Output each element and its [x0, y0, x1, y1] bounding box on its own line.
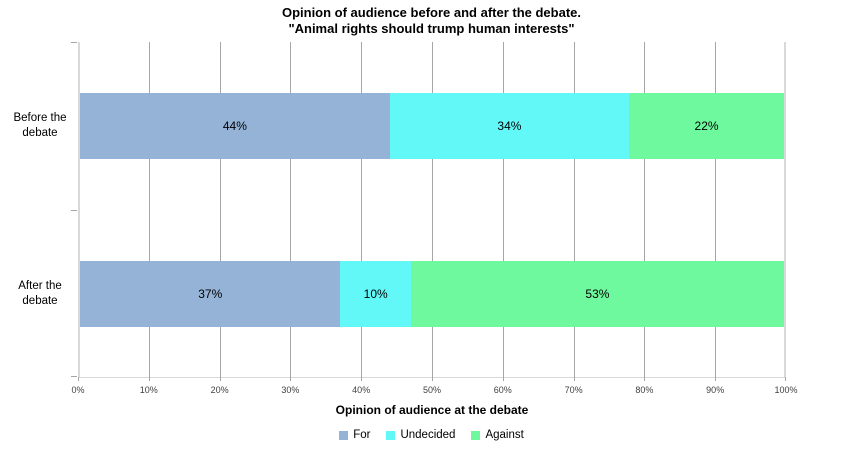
x-axis-tick-label: 70%	[564, 385, 583, 395]
legend-swatch-icon	[339, 430, 349, 440]
bar-value-label: 10%	[363, 287, 388, 301]
legend-swatch-icon	[386, 430, 396, 440]
x-axis-tick-label: 40%	[352, 385, 371, 395]
x-axis-tick-mark	[502, 377, 504, 381]
category-label: Before the debate	[13, 112, 67, 139]
legend-item-undecided: Undecided	[386, 429, 455, 441]
x-axis-tick-label: 90%	[706, 385, 725, 395]
gridline	[715, 42, 717, 377]
x-axis-tick-mark	[432, 377, 433, 381]
bar-segment-for: 44%	[80, 93, 390, 159]
bar-row: 37% 10% 53%	[80, 261, 784, 327]
gridline	[573, 42, 575, 377]
bar-value-label: 53%	[585, 287, 610, 301]
bar-value-label: 37%	[198, 287, 223, 301]
bar-row: 44% 34% 22%	[80, 93, 784, 159]
x-axis-tick-label: 100%	[774, 385, 798, 395]
chart-title-line-2: "Animal rights should trump human intere…	[288, 21, 575, 36]
x-axis-tick-label: 10%	[139, 385, 158, 395]
x-axis-tick-label: 60%	[493, 385, 512, 395]
x-axis-tick-label: 50%	[422, 385, 442, 395]
chart-title-line-1: Opinion of audience before and after the…	[281, 5, 582, 20]
legend-swatch-icon	[471, 430, 481, 440]
y-axis-tick-mark	[71, 376, 77, 377]
gridline	[148, 42, 150, 377]
x-axis-title: Opinion of audience at the debate	[335, 403, 529, 417]
gridline	[432, 42, 433, 377]
bar-value-label: 44%	[222, 119, 247, 133]
x-axis-tick-mark	[715, 377, 717, 381]
legend-item-against: Against	[471, 429, 524, 441]
x-axis-tick-mark	[148, 377, 150, 381]
x-axis-tick-mark	[219, 377, 221, 381]
x-axis-tick-mark	[644, 377, 646, 381]
bar-segment-against: 53%	[410, 261, 784, 327]
x-axis-tick-label: 20%	[210, 385, 229, 395]
bar-value-label: 34%	[497, 119, 522, 133]
legend: For Undecided Against	[0, 429, 863, 441]
category-label: After the debate	[18, 280, 62, 307]
gridline	[361, 42, 363, 377]
gridline	[502, 42, 504, 377]
plot-area: 44% 34% 22% 37% 10% 53%	[71, 42, 786, 381]
x-axis-tick-mark	[290, 377, 292, 381]
bar-segment-against: 22%	[629, 93, 784, 159]
legend-label: Against	[485, 429, 524, 441]
bar-segment-for: 37%	[80, 261, 341, 327]
y-axis-tick-mark	[71, 42, 77, 43]
x-axis-tick-mark	[785, 377, 786, 381]
y-axis-tick-mark	[71, 210, 77, 211]
gridline	[644, 42, 646, 377]
x-axis-tick-label: 0%	[71, 385, 85, 395]
bar-segment-undecided: 10%	[340, 261, 411, 327]
legend-label: Undecided	[400, 429, 456, 441]
chart-title: Opinion of audience before and after the…	[0, 5, 863, 37]
x-axis-tick-mark	[361, 377, 363, 381]
x-axis-tick-mark	[573, 377, 575, 381]
gridline	[290, 42, 292, 377]
legend-item-for: For	[339, 429, 370, 441]
bar-segment-undecided: 34%	[389, 93, 630, 159]
x-axis-tick-label: 30%	[281, 385, 300, 395]
legend-label: For	[353, 429, 371, 441]
bar-value-label: 22%	[694, 119, 719, 133]
x-axis-tick-mark	[78, 377, 79, 381]
x-axis-tick-label: 80%	[635, 385, 654, 395]
gridline	[219, 42, 221, 377]
